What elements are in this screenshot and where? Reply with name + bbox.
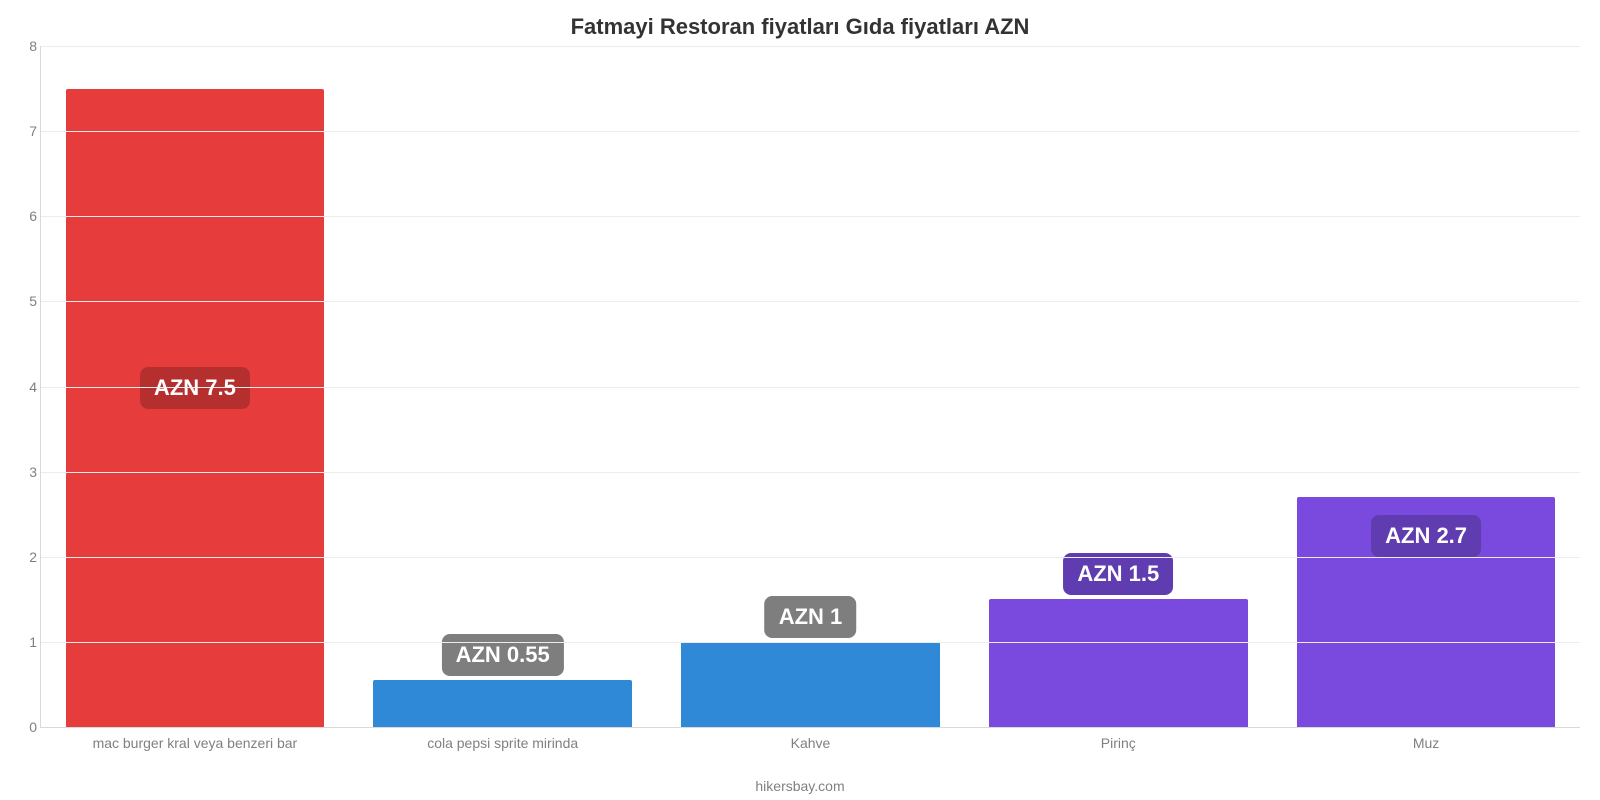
value-badge: AZN 2.7 [1371,515,1481,557]
value-badge: AZN 1.5 [1063,553,1173,595]
y-tick-label: 7 [13,123,37,139]
grid-line [41,472,1580,473]
y-tick-label: 6 [13,208,37,224]
grid-line [41,642,1580,643]
y-tick-label: 3 [13,464,37,480]
bar-chart: Fatmayi Restoran fiyatları Gıda fiyatlar… [0,0,1600,800]
bar [373,680,632,727]
grid-line [41,216,1580,217]
grid-line [41,557,1580,558]
value-badge: AZN 7.5 [140,367,250,409]
grid-line [41,46,1580,47]
x-axis-label: mac burger kral veya benzeri bar [93,735,298,751]
grid-line [41,387,1580,388]
y-tick-label: 0 [13,719,37,735]
chart-title: Fatmayi Restoran fiyatları Gıda fiyatlar… [0,0,1600,40]
x-axis-label: Pirinç [1101,735,1136,751]
x-axis-label: Kahve [791,735,831,751]
value-badge: AZN 1 [765,596,857,638]
plot-area: AZN 7.5mac burger kral veya benzeri barA… [40,46,1580,728]
y-tick-label: 5 [13,293,37,309]
bar [989,599,1248,727]
grid-line [41,301,1580,302]
x-axis-label: cola pepsi sprite mirinda [427,735,578,751]
x-axis-label: Muz [1413,735,1439,751]
y-tick-label: 4 [13,379,37,395]
y-tick-label: 2 [13,549,37,565]
y-tick-label: 8 [13,38,37,54]
grid-line [41,131,1580,132]
value-badge: AZN 0.55 [442,634,564,676]
bar [681,642,940,727]
chart-attribution: hikersbay.com [0,778,1600,794]
y-tick-label: 1 [13,634,37,650]
